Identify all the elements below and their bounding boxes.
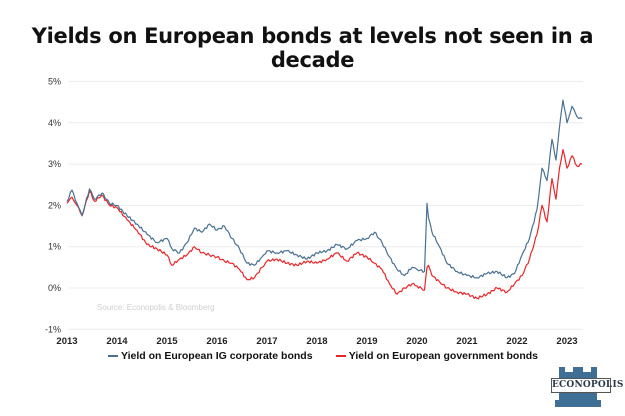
x-tick-label: 2023: [556, 336, 577, 347]
legend-swatch-government: [335, 355, 346, 357]
gridlines: [68, 81, 583, 330]
legend-label-corporate: Yield on European IG corporate bonds: [121, 350, 313, 362]
series-line-government: [66, 149, 583, 300]
x-tick-label: 2019: [356, 336, 377, 347]
series-line-corporate: [66, 99, 583, 279]
legend-swatch-corporate: [108, 355, 118, 357]
x-tick-label: 2017: [256, 336, 277, 347]
x-tick-label: 2020: [406, 336, 427, 347]
legend: Yield on European IG corporate bonds Yie…: [108, 350, 538, 362]
y-tick-label: 0%: [48, 283, 61, 293]
legend-item-corporate: Yield on European IG corporate bonds: [108, 350, 313, 362]
source-annotation: Source: Econopolis & Bloomberg: [97, 303, 214, 312]
logo-text: ECONOPOLIS: [551, 378, 623, 393]
chart-title: Yields on European bonds at levels not s…: [31, 24, 594, 72]
series-lines: [66, 99, 583, 300]
y-tick-label: 3%: [48, 159, 61, 169]
x-tick-label: 2018: [306, 336, 327, 347]
y-tick-label: 4%: [48, 118, 61, 128]
legend-item-government: Yield on European government bonds: [335, 350, 538, 362]
line-chart: -1% 0% 1% 2% 3% 4% 5% 2013 2014 2015 2016 2017 2018…: [45, 77, 583, 347]
x-tick-label: 2013: [56, 336, 77, 347]
econopolis-logo: ECONOPOLIS: [537, 367, 625, 416]
legend-label-government: Yield on European government bonds: [348, 350, 538, 362]
y-tick-label: 1%: [48, 242, 61, 252]
y-tick-label: 5%: [48, 77, 61, 87]
y-tick-label: 2%: [48, 200, 61, 210]
y-tick-label: -1%: [45, 324, 61, 334]
x-tick-label: 2021: [456, 336, 478, 347]
x-tick-label: 2016: [206, 336, 227, 347]
x-tick-label: 2022: [506, 336, 527, 347]
x-tick-label: 2015: [156, 336, 178, 347]
tower-base: [555, 400, 601, 407]
y-axis: -1% 0% 1% 2% 3% 4% 5%: [45, 77, 61, 335]
x-axis: 2013 2014 2015 2016 2017 2018 2019 2020 2021 2022…: [56, 336, 577, 347]
x-tick-label: 2014: [106, 336, 128, 347]
